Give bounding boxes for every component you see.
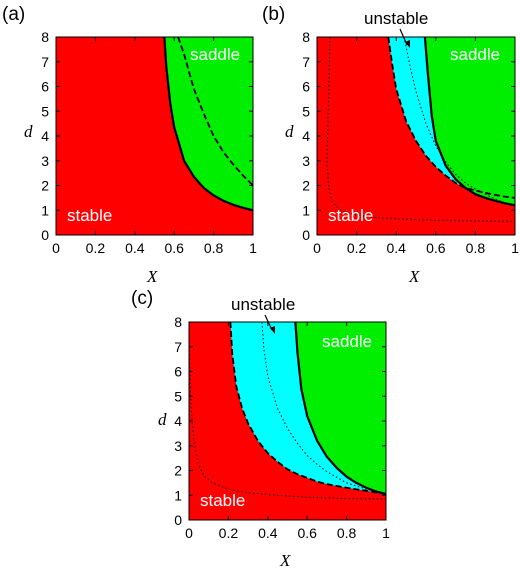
region-label-unstable-c: unstable — [231, 295, 295, 314]
y-tick-label: 4 — [174, 413, 182, 429]
panel-a: (a) 0 0.2 0.4 0.6 0.8 1 0 1 2 3 4 5 6 7 8 X d stable s… — [2, 4, 257, 286]
panel-label-c: (c) — [131, 288, 153, 309]
y-tick-label: 4 — [302, 128, 310, 144]
region-label-stable-b: stable — [328, 206, 373, 225]
region-label-stable-a: stable — [67, 206, 112, 225]
y-tick-label: 0 — [41, 227, 49, 243]
x-tick-label: 1 — [511, 240, 519, 256]
region-label-unstable-b: unstable — [364, 9, 428, 28]
y-tick-label: 4 — [41, 128, 49, 144]
y-axis-label-a: d — [24, 122, 33, 141]
boundary-curve-dashed-1 — [177, 37, 253, 187]
x-tick-label: 0.2 — [219, 525, 239, 541]
y-tick-label: 1 — [41, 202, 49, 218]
y-axis-label-b: d — [285, 122, 294, 141]
y-tick-label: 7 — [41, 54, 49, 70]
boundary-curve-dotted-3 — [326, 37, 515, 222]
boundary-curve-dotted-2 — [261, 322, 386, 495]
panel-b: (b) 0 0.2 0.4 0.6 0.8 1 0 1 2 3 4 5 6 7 8 X d stable s… — [262, 4, 519, 286]
y-tick-label: 1 — [302, 202, 310, 218]
region-label-stable-c: stable — [200, 491, 245, 510]
boundary-curve-solid-0 — [163, 37, 253, 212]
y-tick-label: 2 — [174, 463, 182, 479]
y-tick-label: 5 — [174, 388, 182, 404]
y-tick-label: 3 — [41, 153, 49, 169]
y-tick-label: 8 — [174, 314, 182, 330]
unstable-callout-arrow-c — [270, 326, 275, 334]
x-tick-label: 0.4 — [258, 525, 278, 541]
region-label-saddle-c: saddle — [322, 332, 372, 351]
plot-area-c — [189, 322, 386, 520]
x-tick-label: 0.6 — [426, 240, 446, 256]
y-tick-label: 2 — [302, 178, 310, 194]
y-tick-label: 5 — [41, 103, 49, 119]
y-tick-label: 6 — [302, 79, 310, 95]
x-tick-label: 1 — [249, 240, 257, 256]
y-tick-label: 6 — [174, 364, 182, 380]
ticks-a: 0 0.2 0.4 0.6 0.8 1 0 1 2 3 4 5 6 7 8 — [41, 29, 257, 256]
ticks-b: 0 0.2 0.4 0.6 0.8 1 0 1 2 3 4 5 6 7 8 — [302, 29, 519, 256]
x-tick-label: 0 — [52, 240, 60, 256]
y-tick-label: 3 — [302, 153, 310, 169]
y-tick-label: 1 — [174, 487, 182, 503]
panel-c: (c) 0 0.2 0.4 0.6 0.8 1 0 1 2 3 4 5 6 7 8 X d stable s… — [131, 288, 390, 568]
y-tick-label: 5 — [302, 103, 310, 119]
x-tick-label: 0 — [313, 240, 321, 256]
x-axis-label-a: X — [146, 267, 158, 286]
plot-area-b — [317, 37, 515, 235]
region-label-saddle-b: saddle — [450, 45, 500, 64]
y-tick-label: 7 — [174, 339, 182, 355]
unstable-callout-arrow-b — [405, 40, 410, 48]
y-tick-label: 7 — [302, 54, 310, 70]
boundary-curve-solid-0 — [294, 322, 386, 496]
boundary-curve-dashed-1 — [229, 322, 386, 495]
ticks-c: 0 0.2 0.4 0.6 0.8 1 0 1 2 3 4 5 6 7 8 — [174, 314, 390, 541]
boundary-curve-dashed-1 — [387, 37, 515, 199]
y-tick-label: 8 — [41, 29, 49, 45]
x-tick-label: 0 — [185, 525, 193, 541]
boundary-curve-solid-0 — [423, 37, 515, 207]
y-axis-label-c: d — [158, 410, 167, 429]
unstable-callout-line-c — [264, 314, 273, 331]
x-axis-label-c: X — [279, 551, 291, 568]
panel-label-a: (a) — [2, 4, 25, 25]
y-tick-label: 0 — [174, 512, 182, 528]
x-tick-label: 0.2 — [86, 240, 106, 256]
x-tick-label: 0.8 — [204, 240, 224, 256]
x-tick-label: 0.4 — [386, 240, 406, 256]
x-tick-label: 0.8 — [466, 240, 486, 256]
region-saddle — [295, 322, 386, 494]
boundary-curve-dotted-2 — [403, 37, 515, 207]
plot-area-a — [56, 37, 253, 235]
x-axis-label-b: X — [408, 267, 420, 286]
y-tick-label: 0 — [302, 227, 310, 243]
x-tick-label: 0.2 — [347, 240, 367, 256]
x-tick-label: 0.4 — [125, 240, 145, 256]
x-tick-label: 0.8 — [337, 525, 357, 541]
region-label-saddle-a: saddle — [190, 45, 240, 64]
x-tick-label: 0.6 — [297, 525, 317, 541]
y-tick-label: 3 — [174, 438, 182, 454]
x-tick-label: 1 — [382, 525, 390, 541]
y-tick-label: 6 — [41, 79, 49, 95]
x-tick-label: 0.6 — [164, 240, 184, 256]
y-tick-label: 8 — [302, 29, 310, 45]
panel-label-b: (b) — [262, 4, 285, 25]
region-saddle — [424, 37, 515, 206]
y-tick-label: 2 — [41, 178, 49, 194]
